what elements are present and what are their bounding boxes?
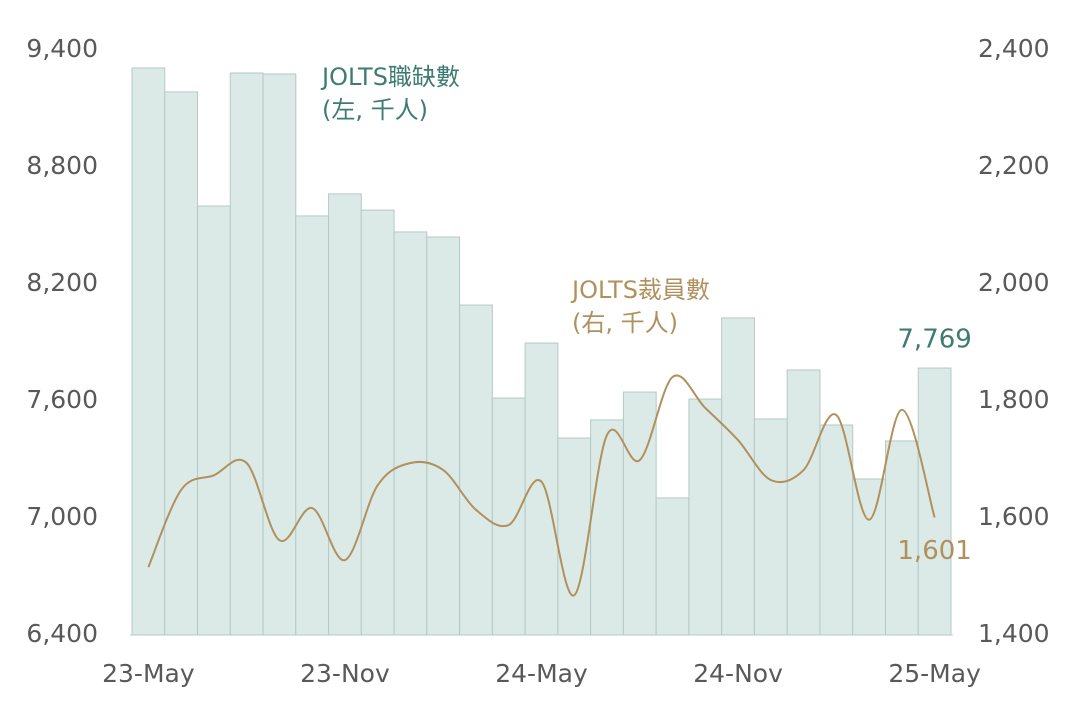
data-label: 1,601: [897, 536, 971, 566]
bar: [491, 397, 526, 636]
y2-tick-label: 1,800: [978, 385, 1050, 414]
bar: [819, 424, 854, 636]
bar: [590, 419, 624, 636]
y2-tick-label: 2,200: [978, 151, 1050, 180]
bar: [721, 317, 755, 636]
y-tick-label: 7,000: [26, 502, 98, 531]
bar: [328, 193, 362, 636]
x-tick-label: 24-May: [495, 659, 588, 688]
bar: [131, 67, 166, 636]
bar: [655, 497, 690, 636]
bar: [459, 304, 493, 636]
bar: [295, 215, 330, 636]
bar: [884, 440, 919, 636]
x-tick-label: 23-Nov: [300, 659, 390, 688]
series-label: JOLTS職缺數: [320, 63, 460, 91]
bar: [622, 391, 657, 636]
x-tick-label: 25-May: [888, 659, 981, 688]
bar: [164, 91, 199, 636]
series-unit: (右, 千人): [572, 309, 678, 337]
bar: [917, 367, 952, 636]
line: [147, 374, 936, 597]
bar: [393, 231, 428, 636]
y-tick-label: 7,600: [26, 385, 98, 414]
x-tick-label: 23-May: [102, 659, 195, 688]
x-tick-label: 24-Nov: [693, 659, 783, 688]
bar: [688, 398, 723, 636]
y2-tick-label: 1,600: [978, 502, 1050, 531]
y2-tick-label: 2,000: [978, 268, 1050, 297]
bar: [229, 72, 264, 636]
bar: [262, 73, 297, 636]
bar: [426, 236, 461, 636]
bar: [852, 478, 886, 636]
bar: [786, 369, 821, 636]
bar: [557, 437, 592, 636]
y2-tick-label: 1,400: [978, 619, 1050, 648]
bar: [360, 209, 395, 636]
series-label: JOLTS裁員數: [570, 276, 710, 304]
bar: [197, 205, 231, 636]
y2-tick-label: 2,400: [978, 34, 1050, 63]
series-unit: (左, 千人): [322, 96, 428, 124]
y-tick-label: 8,800: [26, 151, 98, 180]
data-label: 7,769: [897, 325, 971, 355]
y-tick-label: 9,400: [26, 34, 98, 63]
y-tick-label: 8,200: [26, 268, 98, 297]
bar: [753, 418, 788, 636]
y-tick-label: 6,400: [26, 619, 98, 648]
